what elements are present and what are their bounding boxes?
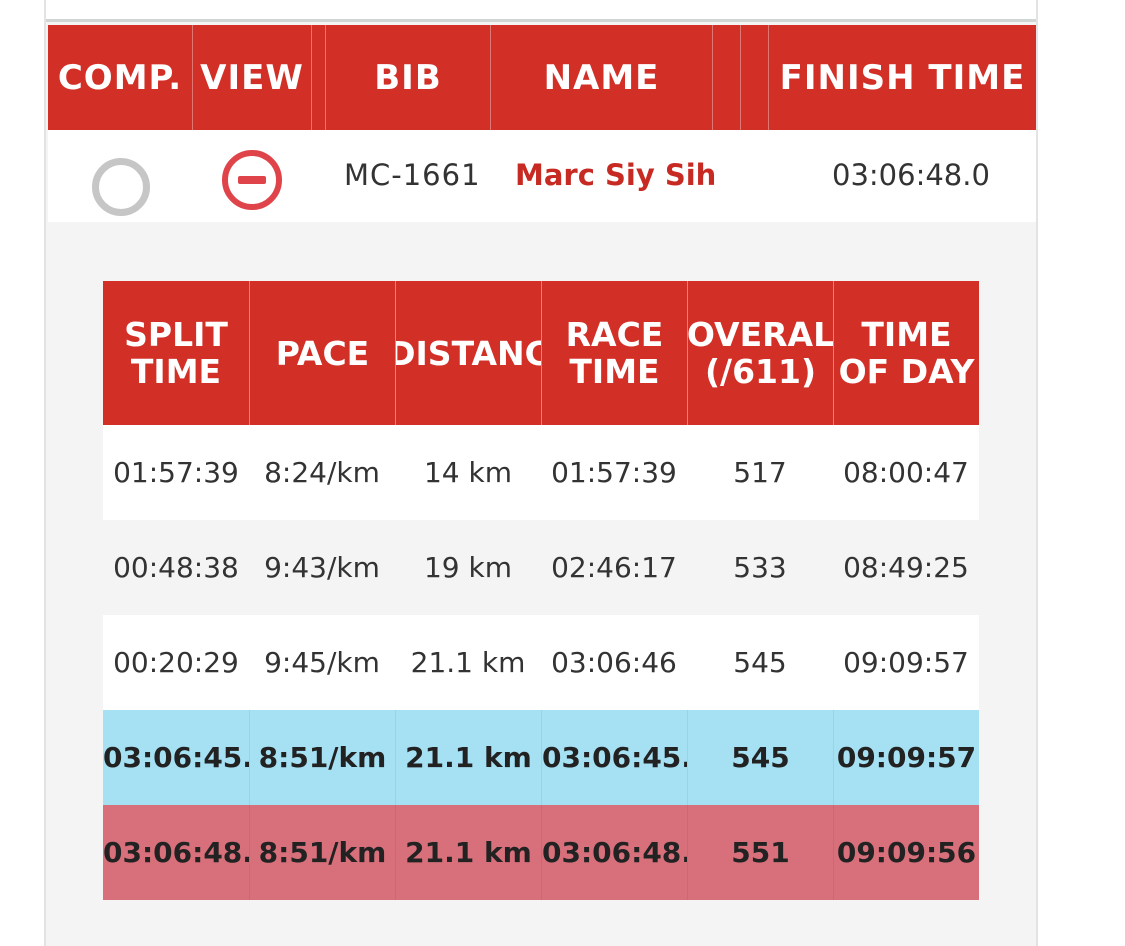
split-time: 00:20:29	[113, 646, 239, 679]
split-overall: 533	[733, 551, 787, 584]
minus-circle-icon[interactable]	[222, 150, 282, 210]
splits-table: SPLIT TIME PACE DISTANC RACE TIME OVERAL…	[103, 281, 979, 900]
split-pace: 8:24/km	[264, 456, 380, 489]
header-spacer-3	[740, 25, 768, 130]
split-distance: 14 km	[423, 456, 513, 489]
header-overall-line1: OVERAL	[687, 315, 833, 354]
split-time: 03:06:48.	[103, 836, 249, 869]
split-race-time: 03:06:45.	[541, 710, 687, 805]
result-name[interactable]: Marc Siy Sih	[515, 158, 717, 192]
header-distance-label: DISTANC	[395, 333, 541, 373]
split-overall: 545	[687, 710, 833, 805]
split-time-of-day: 09:09:57	[833, 710, 979, 805]
split-pace: 9:43/km	[264, 551, 380, 584]
header-overall-line2: (/611)	[704, 352, 817, 391]
split-distance: 19 km	[423, 551, 513, 584]
split-row: 00:20:29 9:45/km 21.1 km 03:06:46 545 09…	[103, 615, 979, 710]
split-time-of-day: 09:09:57	[843, 646, 969, 679]
result-bib: MC-1661	[344, 158, 481, 192]
split-race-time: 03:06:48.	[541, 805, 687, 900]
split-race-time: 02:46:17	[551, 551, 677, 584]
split-time-of-day: 09:09:56	[833, 805, 979, 900]
header-race-time: RACE TIME	[541, 281, 687, 425]
split-time: 01:57:39	[113, 456, 239, 489]
split-time-of-day: 08:49:25	[843, 551, 969, 584]
header-time-of-day-line1: TIME	[861, 315, 952, 354]
split-overall: 517	[733, 456, 787, 489]
split-row-highlight-blue: 03:06:45. 8:51/km 21.1 km 03:06:45. 545 …	[103, 710, 979, 805]
split-distance: 21.1 km	[395, 710, 541, 805]
split-pace: 9:45/km	[264, 646, 380, 679]
split-row: 00:48:38 9:43/km 19 km 02:46:17 533 08:4…	[103, 520, 979, 615]
split-pace: 8:51/km	[249, 710, 395, 805]
result-finish-time: 03:06:48.0	[832, 158, 990, 192]
split-time: 00:48:38	[113, 551, 239, 584]
header-comp[interactable]: COMP.	[57, 57, 183, 98]
header-pace-label: PACE	[275, 333, 370, 373]
results-header: COMP. VIEW BIB NAME FINISH TIME	[48, 25, 1036, 130]
split-race-time: 03:06:46	[551, 646, 677, 679]
header-time-of-day-line2: OF DAY	[838, 352, 975, 391]
header-finish-time[interactable]: FINISH TIME	[768, 25, 1036, 130]
split-overall: 551	[687, 805, 833, 900]
header-pace: PACE	[249, 281, 395, 425]
split-pace: 8:51/km	[249, 805, 395, 900]
header-bib[interactable]: BIB	[325, 25, 490, 130]
split-time: 03:06:45.	[103, 741, 249, 774]
header-name[interactable]: NAME	[490, 25, 712, 130]
header-split-time-line2: TIME	[130, 352, 222, 391]
header-split-time-line1: SPLIT	[124, 315, 228, 354]
radio-circle-icon[interactable]	[92, 158, 150, 216]
header-time-of-day: TIME OF DAY	[833, 281, 979, 425]
result-row[interactable]: MC-1661 Marc Siy Sih 03:06:48.0	[48, 130, 1036, 222]
top-bar	[46, 0, 1036, 22]
header-distance: DISTANC	[395, 281, 541, 425]
header-spacer-1	[311, 25, 325, 130]
split-distance: 21.1 km	[395, 805, 541, 900]
split-distance: 21.1 km	[410, 646, 526, 679]
split-row-highlight-red: 03:06:48. 8:51/km 21.1 km 03:06:48. 551 …	[103, 805, 979, 900]
header-race-time-line2: TIME	[569, 352, 660, 391]
header-split-time: SPLIT TIME	[103, 281, 249, 425]
header-spacer-2	[712, 25, 740, 130]
header-view[interactable]: VIEW	[192, 25, 311, 130]
split-overall: 545	[733, 646, 787, 679]
splits-header: SPLIT TIME PACE DISTANC RACE TIME OVERAL…	[103, 281, 979, 425]
split-time-of-day: 08:00:47	[843, 456, 969, 489]
header-overall: OVERAL (/611)	[687, 281, 833, 425]
header-race-time-line1: RACE	[565, 315, 664, 354]
split-race-time: 01:57:39	[551, 456, 677, 489]
split-row: 01:57:39 8:24/km 14 km 01:57:39 517 08:0…	[103, 425, 979, 520]
